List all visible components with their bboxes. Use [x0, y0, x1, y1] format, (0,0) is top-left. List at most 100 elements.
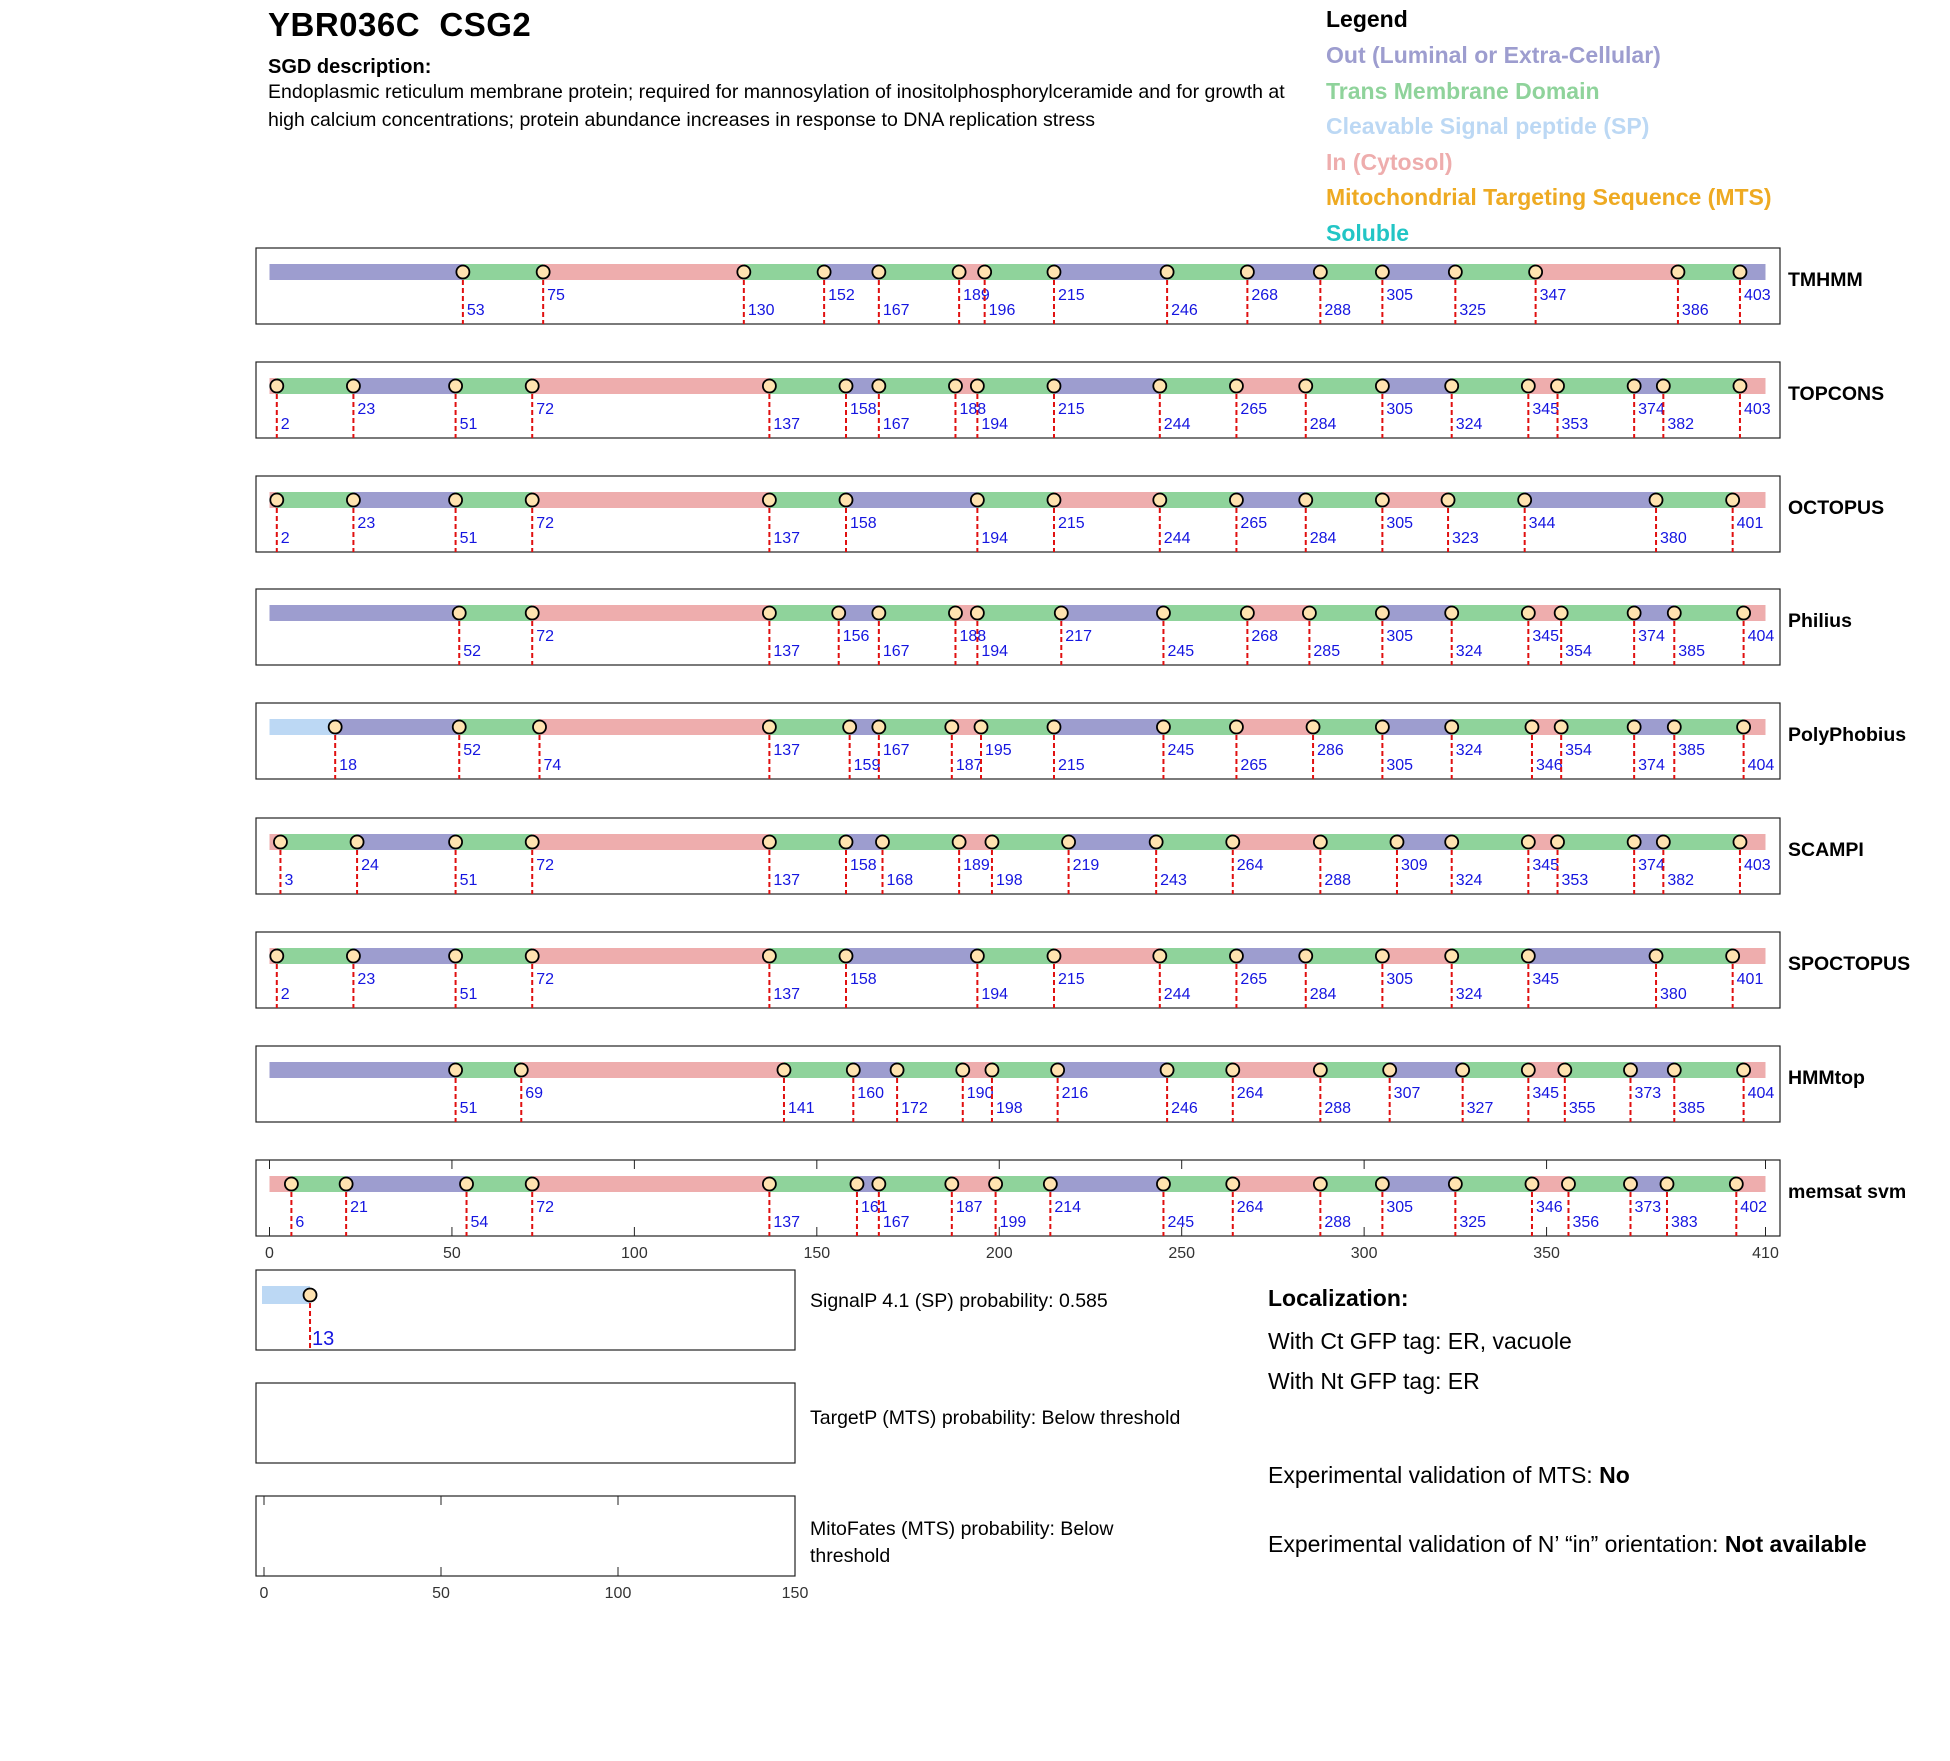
position-label: 215: [1058, 971, 1085, 988]
segment-tm: [977, 378, 1054, 394]
segment-tm: [1455, 1176, 1532, 1192]
segment-tm: [769, 948, 847, 964]
boundary-marker: [346, 378, 361, 394]
position-label: 345: [1532, 1085, 1559, 1102]
segment-tm: [1448, 492, 1525, 508]
boundary-marker: [1732, 378, 1748, 394]
track-name: memsat svm: [1788, 1181, 1906, 1203]
segment-out: [346, 1176, 467, 1192]
boundary-marker: [1046, 948, 1062, 964]
position-label: 72: [536, 628, 554, 645]
segment-tm: [1305, 492, 1383, 508]
position-label: 383: [1671, 1214, 1698, 1231]
orientation-validation: Experimental validation of N’ “in” orien…: [1268, 1528, 1868, 1560]
position-label: 189: [963, 857, 990, 874]
boundary-marker: [871, 378, 887, 394]
boundary-marker: [842, 719, 858, 735]
segment-tm: [882, 834, 960, 850]
position-label: 325: [1459, 302, 1486, 319]
boundary-marker: [1561, 1176, 1576, 1192]
boundary-marker: [1444, 948, 1460, 964]
position-label: 245: [1167, 742, 1194, 759]
boundary-marker: [761, 719, 777, 735]
segment-out: [1247, 264, 1321, 280]
boundary-marker: [1152, 378, 1168, 394]
segment-out: [1057, 1062, 1168, 1078]
segment-tm: [769, 492, 847, 508]
boundary-marker: [448, 834, 463, 850]
segment-tm: [1320, 1176, 1383, 1192]
position-label: 403: [1744, 857, 1771, 874]
position-label: 373: [1634, 1085, 1661, 1102]
segment-tm: [455, 378, 533, 394]
signal-track-targetp: [255, 1382, 796, 1464]
segment-out: [1739, 264, 1766, 280]
segment-out: [1382, 719, 1452, 735]
position-label: 195: [985, 742, 1012, 759]
position-label: 284: [1310, 986, 1337, 1003]
position-label: 167: [883, 742, 910, 759]
position-label: 23: [357, 515, 375, 532]
segment-out: [1634, 378, 1664, 394]
track-name: SCAMPI: [1788, 839, 1864, 861]
x-tick-label: 300: [1351, 1245, 1378, 1262]
segment-in: [1732, 948, 1766, 964]
segment-tm: [276, 378, 354, 394]
segment-in: [521, 1062, 784, 1078]
segment-out: [846, 378, 879, 394]
segment-out: [1382, 605, 1452, 621]
position-label: 401: [1737, 515, 1764, 532]
boundary-marker: [1444, 834, 1460, 850]
boundary-marker: [951, 264, 967, 280]
boundary-marker: [871, 605, 887, 621]
position-label: 161: [861, 1199, 888, 1216]
segment-out: [1382, 264, 1456, 280]
boundary-marker: [1553, 605, 1569, 621]
position-label: 404: [1748, 628, 1775, 645]
position-label: 325: [1459, 1214, 1486, 1231]
segment-tm: [455, 834, 533, 850]
boundary-marker: [1298, 378, 1314, 394]
position-label: 137: [773, 742, 800, 759]
boundary-marker: [1648, 492, 1664, 508]
track-frame: [255, 588, 1781, 666]
segment-tm: [769, 605, 839, 621]
boundary-marker: [1156, 719, 1171, 735]
position-label: 167: [883, 643, 910, 660]
position-label: 244: [1164, 530, 1191, 547]
position-label: 385: [1678, 643, 1705, 660]
boundary-marker: [1648, 948, 1664, 964]
position-label: 324: [1456, 643, 1483, 660]
segment-tm: [1674, 605, 1744, 621]
boundary-marker: [1736, 605, 1752, 621]
segment-out: [1236, 492, 1306, 508]
track-name: PolyPhobius: [1788, 724, 1906, 746]
boundary-marker: [1374, 492, 1390, 508]
position-label: 74: [544, 757, 562, 774]
boundary-marker: [1725, 492, 1741, 508]
boundary-marker: [1455, 1062, 1471, 1078]
boundary-marker: [838, 492, 854, 508]
boundary-marker: [1447, 1176, 1463, 1192]
position-label: 323: [1452, 530, 1479, 547]
boundary-marker: [871, 1176, 887, 1192]
track-name: TMHMM: [1788, 269, 1863, 291]
segment-tm: [1167, 1062, 1233, 1078]
position-label: 324: [1456, 416, 1483, 433]
position-label: 305: [1386, 971, 1413, 988]
boundary-marker: [524, 492, 540, 508]
segment-in: [1053, 948, 1160, 964]
boundary-marker: [448, 378, 463, 394]
segment-out: [1068, 834, 1157, 850]
boundary-marker: [1626, 605, 1642, 621]
segment-out: [1236, 948, 1306, 964]
boundary-marker: [776, 1062, 792, 1078]
position-label: 354: [1565, 643, 1592, 660]
mts-validation-label: Experimental validation of MTS:: [1268, 1462, 1600, 1488]
segment-out: [335, 719, 460, 735]
boundary-marker: [513, 1062, 529, 1078]
segment-tm: [769, 719, 850, 735]
segment-out: [1524, 492, 1657, 508]
position-label: 305: [1386, 401, 1413, 418]
track-frame: [255, 1045, 1781, 1123]
